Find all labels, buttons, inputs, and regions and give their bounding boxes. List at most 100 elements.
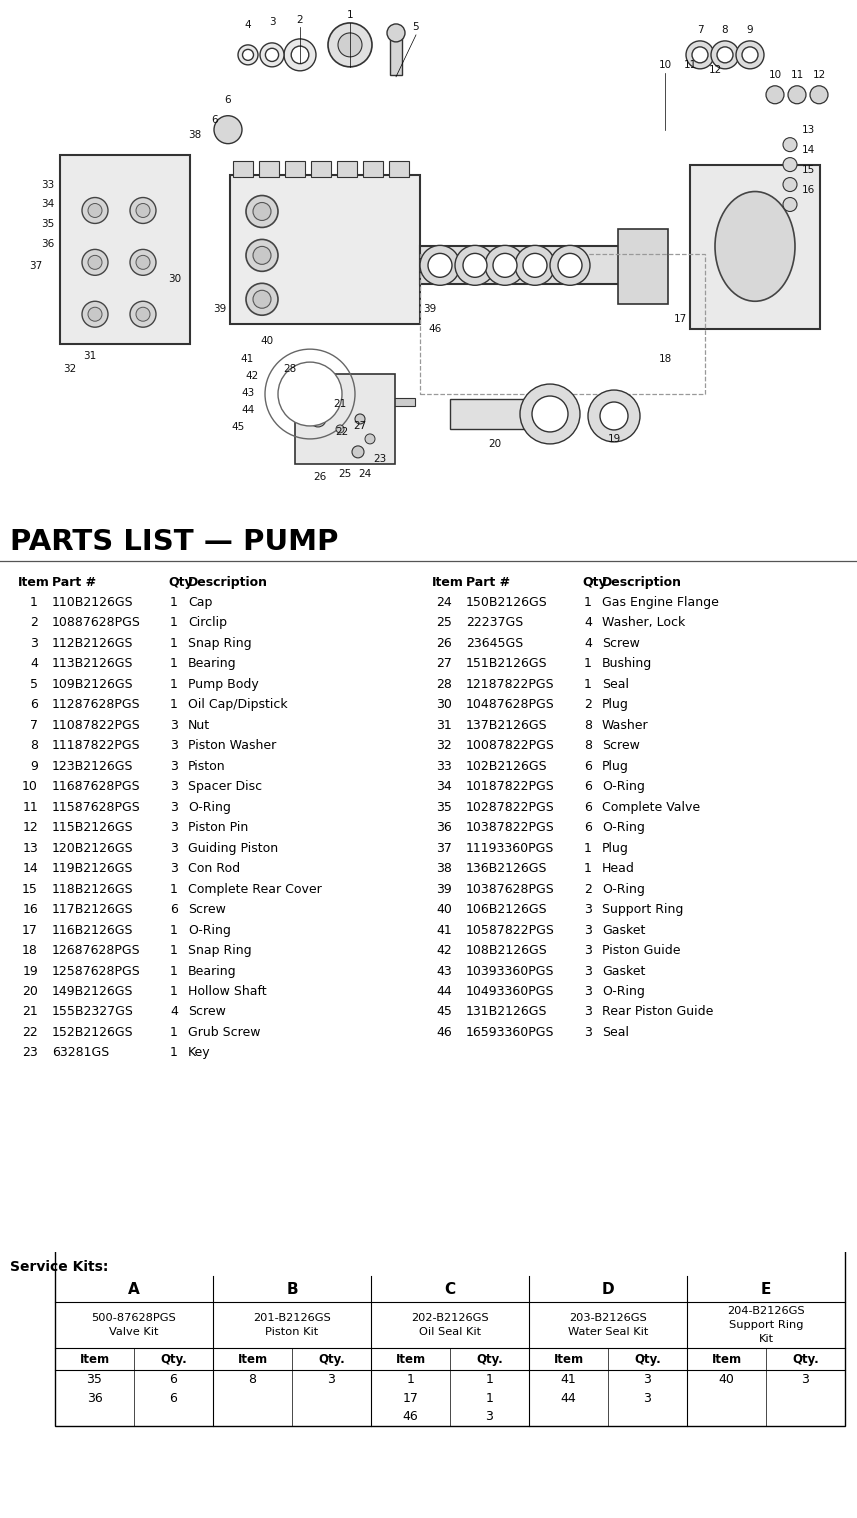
Text: 3: 3 bbox=[486, 1410, 494, 1424]
Circle shape bbox=[253, 202, 271, 220]
Text: 123B2126GS: 123B2126GS bbox=[52, 761, 134, 773]
Bar bbox=[389, 161, 409, 176]
Circle shape bbox=[291, 46, 309, 64]
Text: 33: 33 bbox=[41, 179, 55, 190]
Text: 1: 1 bbox=[584, 679, 592, 691]
Circle shape bbox=[280, 364, 340, 424]
Text: Description: Description bbox=[188, 575, 268, 589]
Text: Screw: Screw bbox=[188, 1005, 226, 1019]
Text: 5: 5 bbox=[30, 679, 38, 691]
Circle shape bbox=[558, 254, 582, 278]
Circle shape bbox=[260, 43, 284, 67]
Text: 2: 2 bbox=[297, 15, 303, 24]
Text: 10287822PGS: 10287822PGS bbox=[466, 802, 554, 814]
Circle shape bbox=[292, 376, 328, 411]
Text: 155B2327GS: 155B2327GS bbox=[52, 1005, 134, 1019]
Bar bbox=[450, 399, 545, 430]
Text: Pump Body: Pump Body bbox=[188, 679, 259, 691]
Text: Bearing: Bearing bbox=[188, 964, 237, 978]
Bar bbox=[295, 373, 395, 465]
Circle shape bbox=[246, 240, 278, 272]
Text: 14: 14 bbox=[801, 144, 815, 155]
Text: 35: 35 bbox=[436, 802, 452, 814]
Circle shape bbox=[253, 290, 271, 308]
Text: 6: 6 bbox=[584, 780, 592, 794]
Text: Qty.: Qty. bbox=[792, 1353, 819, 1366]
Circle shape bbox=[136, 203, 150, 217]
Text: 3: 3 bbox=[584, 1026, 592, 1038]
Circle shape bbox=[336, 425, 344, 433]
Text: 37: 37 bbox=[436, 841, 452, 855]
Text: 10393360PGS: 10393360PGS bbox=[466, 964, 554, 978]
Text: 1: 1 bbox=[347, 11, 353, 20]
Text: 3: 3 bbox=[644, 1392, 651, 1404]
Text: 106B2126GS: 106B2126GS bbox=[466, 903, 548, 915]
Text: Con Rod: Con Rod bbox=[188, 862, 240, 876]
Text: 5: 5 bbox=[413, 21, 419, 32]
Text: 1: 1 bbox=[584, 841, 592, 855]
Text: 40: 40 bbox=[718, 1372, 734, 1386]
Text: Guiding Piston: Guiding Piston bbox=[188, 841, 279, 855]
Text: 12587628PGS: 12587628PGS bbox=[52, 964, 141, 978]
Text: 11087822PGS: 11087822PGS bbox=[52, 720, 141, 732]
Text: 12: 12 bbox=[812, 70, 825, 80]
Text: 3: 3 bbox=[171, 841, 178, 855]
Bar bbox=[60, 155, 190, 345]
Text: 8: 8 bbox=[584, 720, 592, 732]
Text: 109B2126GS: 109B2126GS bbox=[52, 679, 134, 691]
Circle shape bbox=[600, 402, 628, 430]
Text: 26: 26 bbox=[436, 638, 452, 650]
Text: 24: 24 bbox=[436, 597, 452, 609]
Text: Complete Valve: Complete Valve bbox=[602, 802, 700, 814]
Text: 35: 35 bbox=[41, 220, 55, 229]
Circle shape bbox=[810, 87, 828, 103]
Text: 21: 21 bbox=[333, 399, 346, 408]
Text: 36: 36 bbox=[436, 821, 452, 835]
Circle shape bbox=[130, 301, 156, 328]
Text: Item: Item bbox=[237, 1353, 267, 1366]
Text: Complete Rear Cover: Complete Rear Cover bbox=[188, 882, 321, 896]
Bar bbox=[390, 35, 402, 74]
Text: C: C bbox=[445, 1281, 456, 1296]
Circle shape bbox=[523, 254, 547, 278]
Text: 11187822PGS: 11187822PGS bbox=[52, 739, 141, 753]
Text: 115B2126GS: 115B2126GS bbox=[52, 821, 134, 835]
Text: Piston Pin: Piston Pin bbox=[188, 821, 249, 835]
Bar bbox=[230, 175, 420, 325]
Text: Qty.: Qty. bbox=[318, 1353, 345, 1366]
Text: 39: 39 bbox=[423, 304, 436, 314]
Text: 1: 1 bbox=[171, 616, 178, 630]
Text: 44: 44 bbox=[436, 985, 452, 997]
Circle shape bbox=[588, 390, 640, 442]
Text: 16: 16 bbox=[22, 903, 38, 915]
Text: 10887628PGS: 10887628PGS bbox=[52, 616, 141, 630]
Text: 152B2126GS: 152B2126GS bbox=[52, 1026, 134, 1038]
Circle shape bbox=[520, 384, 580, 443]
Text: 3: 3 bbox=[171, 821, 178, 835]
Text: 3: 3 bbox=[801, 1372, 810, 1386]
Text: 11: 11 bbox=[683, 59, 697, 70]
Text: 10: 10 bbox=[769, 70, 782, 80]
Text: 2: 2 bbox=[30, 616, 38, 630]
Text: Gasket: Gasket bbox=[602, 964, 645, 978]
Text: 38: 38 bbox=[436, 862, 452, 876]
Circle shape bbox=[310, 411, 326, 427]
Bar bbox=[259, 161, 279, 176]
Circle shape bbox=[766, 87, 784, 103]
Bar bbox=[618, 229, 668, 304]
Text: 43: 43 bbox=[242, 389, 255, 398]
Text: 113B2126GS: 113B2126GS bbox=[52, 657, 134, 671]
Text: Qty.: Qty. bbox=[160, 1353, 187, 1366]
Text: 39: 39 bbox=[213, 304, 226, 314]
Text: Item: Item bbox=[711, 1353, 741, 1366]
Text: 3: 3 bbox=[171, 739, 178, 753]
Text: 6: 6 bbox=[212, 115, 219, 124]
Text: 12: 12 bbox=[22, 821, 38, 835]
Text: Circlip: Circlip bbox=[188, 616, 227, 630]
Text: Hollow Shaft: Hollow Shaft bbox=[188, 985, 267, 997]
Circle shape bbox=[783, 158, 797, 172]
Circle shape bbox=[266, 49, 279, 61]
Text: 10587822PGS: 10587822PGS bbox=[466, 923, 554, 937]
Text: 3: 3 bbox=[171, 761, 178, 773]
Bar bbox=[337, 161, 357, 176]
